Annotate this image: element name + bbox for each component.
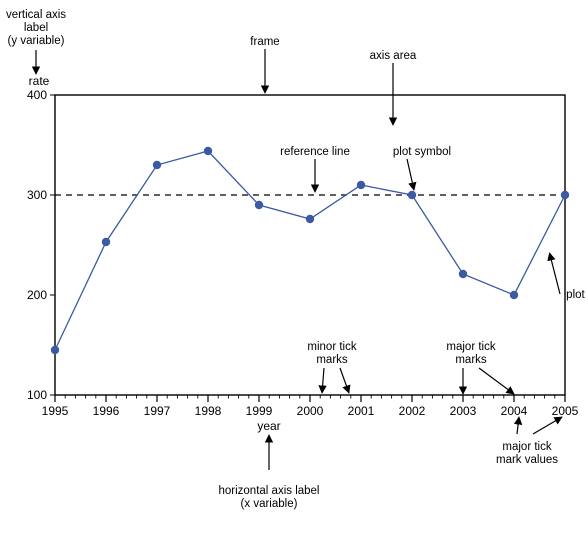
arrow-major-2 [479,368,514,394]
plot-symbol [459,270,467,278]
anno-horizontal-axis-label: horizontal axis label(x variable) [218,485,319,510]
plot-symbol [408,191,416,199]
arrow-to-plot-symbol [407,159,414,190]
svg-text:marks: marks [316,354,348,366]
x-tick-label: 2001 [348,404,375,418]
x-tick-label: 2002 [399,404,426,418]
annotated-chart-diagram: 100 200 300 400 1995 1996 1997 1998 1999 2000 2001… [0,0,588,540]
y-tick-label: 200 [27,288,47,302]
plot-symbol [306,215,314,223]
svg-text:minor tick: minor tick [307,341,356,353]
x-tick-label: 1995 [42,404,69,418]
anno-axis-area: axis area [370,50,417,62]
anno-frame: frame [250,36,279,48]
anno-major-ticks: major tickmarks [446,341,495,366]
plot-symbol [357,181,365,189]
x-tick-label: 2005 [552,404,579,418]
plot-line [55,151,565,350]
arrow-minor-1 [322,368,324,393]
arrow-to-plot-line [550,253,561,294]
svg-text:marks: marks [455,354,487,366]
anno-major-tick-values: major tickmark values [496,441,558,466]
plot-symbol [51,346,59,354]
svg-text:label: label [24,22,48,34]
x-axis-label: year [257,419,280,433]
x-tick-label: 1998 [195,404,222,418]
x-tick-label: 2003 [450,404,477,418]
plot-symbol [561,191,569,199]
x-tick-label: 2000 [297,404,324,418]
plot-symbol [153,161,161,169]
y-tick-label: 400 [27,88,47,102]
svg-text:mark values: mark values [496,454,558,466]
arrow-mtv-1 [517,417,519,434]
svg-text:(y variable): (y variable) [8,35,65,47]
plot-symbol [102,238,110,246]
x-tick-label: 2004 [501,404,528,418]
anno-plot-symbol: plot symbol [393,146,451,158]
svg-text:(x variable): (x variable) [241,498,298,510]
anno-vertical-axis-label: vertical axislabel(y variable) [6,9,66,47]
svg-text:vertical axis: vertical axis [6,9,66,21]
x-tick-label: 1997 [144,404,171,418]
plot-symbol [510,291,518,299]
arrow-mtv-2 [533,417,562,434]
svg-text:major tick: major tick [502,441,551,453]
plot-symbol [204,147,212,155]
anno-minor-ticks: minor tickmarks [307,341,356,366]
x-tick-label: 1999 [246,404,273,418]
y-axis-label: rate [29,74,50,88]
x-tick-label: 1996 [93,404,120,418]
arrow-minor-2 [340,368,349,393]
anno-plot-line: plot line [566,289,588,301]
svg-text:major tick: major tick [446,341,495,353]
y-tick-label: 100 [27,388,47,402]
y-tick-label: 300 [27,188,47,202]
plot-symbol [255,201,263,209]
svg-text:horizontal axis label: horizontal axis label [218,485,319,497]
anno-reference-line: reference line [280,146,350,158]
